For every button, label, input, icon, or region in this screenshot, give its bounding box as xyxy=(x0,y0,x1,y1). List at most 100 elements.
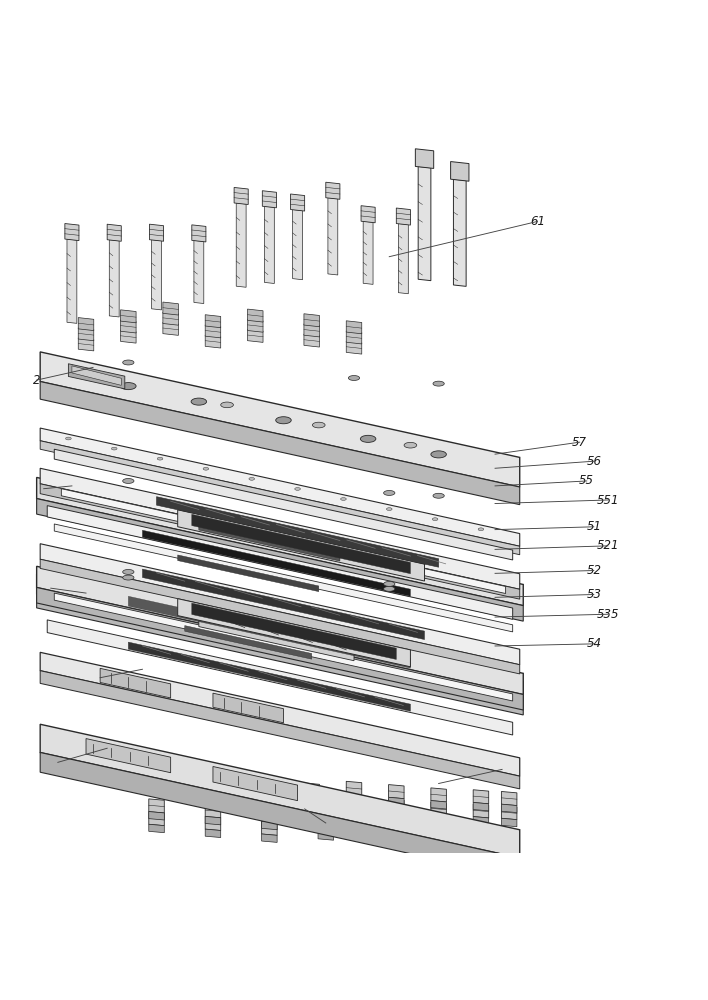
Polygon shape xyxy=(473,790,489,804)
Polygon shape xyxy=(418,166,431,281)
Polygon shape xyxy=(205,325,221,338)
Polygon shape xyxy=(346,795,362,809)
Polygon shape xyxy=(37,477,523,606)
Text: 54: 54 xyxy=(586,637,601,650)
Text: 535: 535 xyxy=(597,608,619,621)
Polygon shape xyxy=(375,811,390,825)
Polygon shape xyxy=(37,566,523,695)
Ellipse shape xyxy=(433,493,444,498)
Polygon shape xyxy=(55,593,513,701)
Polygon shape xyxy=(47,506,513,619)
Polygon shape xyxy=(86,739,171,773)
Text: 4: 4 xyxy=(40,482,47,495)
Polygon shape xyxy=(40,484,520,599)
Polygon shape xyxy=(120,320,136,333)
Polygon shape xyxy=(262,793,277,807)
Polygon shape xyxy=(120,330,136,343)
Ellipse shape xyxy=(433,518,438,521)
Polygon shape xyxy=(120,310,136,323)
Text: 53: 53 xyxy=(586,588,601,601)
Text: 57: 57 xyxy=(572,436,587,449)
Polygon shape xyxy=(363,221,373,284)
Ellipse shape xyxy=(249,477,255,480)
Ellipse shape xyxy=(120,383,136,390)
Polygon shape xyxy=(142,569,425,640)
Polygon shape xyxy=(149,812,164,826)
Polygon shape xyxy=(205,315,221,328)
Polygon shape xyxy=(328,198,338,275)
Polygon shape xyxy=(473,802,489,811)
Polygon shape xyxy=(346,321,362,334)
Polygon shape xyxy=(40,559,520,674)
Polygon shape xyxy=(192,514,411,574)
Text: 521: 521 xyxy=(597,539,619,552)
Polygon shape xyxy=(109,240,119,317)
Polygon shape xyxy=(304,314,319,327)
Polygon shape xyxy=(262,821,277,835)
Ellipse shape xyxy=(157,457,163,460)
Ellipse shape xyxy=(348,376,360,380)
Polygon shape xyxy=(128,596,411,668)
Polygon shape xyxy=(453,179,466,286)
Polygon shape xyxy=(318,819,333,827)
Polygon shape xyxy=(219,788,235,802)
Polygon shape xyxy=(205,829,221,838)
Polygon shape xyxy=(346,341,362,354)
Polygon shape xyxy=(40,652,520,776)
Ellipse shape xyxy=(431,451,446,458)
Polygon shape xyxy=(37,594,523,715)
Polygon shape xyxy=(213,767,297,801)
Polygon shape xyxy=(248,309,263,322)
Polygon shape xyxy=(318,819,333,833)
Polygon shape xyxy=(37,587,523,710)
Polygon shape xyxy=(152,240,161,310)
Polygon shape xyxy=(234,187,249,205)
Polygon shape xyxy=(346,808,362,817)
Polygon shape xyxy=(163,322,178,335)
Polygon shape xyxy=(318,806,333,820)
Text: 2: 2 xyxy=(33,374,40,387)
Polygon shape xyxy=(40,352,520,487)
Polygon shape xyxy=(248,329,263,342)
Polygon shape xyxy=(40,752,520,878)
Polygon shape xyxy=(346,331,362,344)
Polygon shape xyxy=(431,801,446,809)
Polygon shape xyxy=(67,239,77,323)
Polygon shape xyxy=(47,620,513,735)
Ellipse shape xyxy=(295,488,300,490)
Polygon shape xyxy=(149,824,164,833)
Polygon shape xyxy=(149,812,164,820)
Ellipse shape xyxy=(384,490,395,495)
Polygon shape xyxy=(178,510,425,581)
Polygon shape xyxy=(389,811,404,820)
Polygon shape xyxy=(431,815,446,823)
Polygon shape xyxy=(69,364,125,389)
Ellipse shape xyxy=(404,442,417,448)
Polygon shape xyxy=(40,468,520,589)
Polygon shape xyxy=(450,162,469,181)
Polygon shape xyxy=(128,642,411,711)
Polygon shape xyxy=(431,802,446,816)
Polygon shape xyxy=(40,671,520,789)
Polygon shape xyxy=(416,149,434,168)
Polygon shape xyxy=(304,324,319,337)
Polygon shape xyxy=(375,824,390,832)
Ellipse shape xyxy=(478,528,484,531)
Ellipse shape xyxy=(122,569,134,574)
Polygon shape xyxy=(236,203,246,287)
Ellipse shape xyxy=(221,402,234,408)
Polygon shape xyxy=(194,240,204,304)
Polygon shape xyxy=(501,818,517,827)
Polygon shape xyxy=(346,794,362,802)
Text: 51: 51 xyxy=(586,520,601,533)
Polygon shape xyxy=(37,574,523,701)
Polygon shape xyxy=(262,809,277,823)
Text: 56: 56 xyxy=(586,455,601,468)
Polygon shape xyxy=(79,328,93,341)
Polygon shape xyxy=(192,225,206,242)
Polygon shape xyxy=(389,797,404,806)
Text: 538: 538 xyxy=(40,582,62,595)
Ellipse shape xyxy=(275,417,291,424)
Polygon shape xyxy=(219,774,235,788)
Text: 1: 1 xyxy=(54,756,62,769)
